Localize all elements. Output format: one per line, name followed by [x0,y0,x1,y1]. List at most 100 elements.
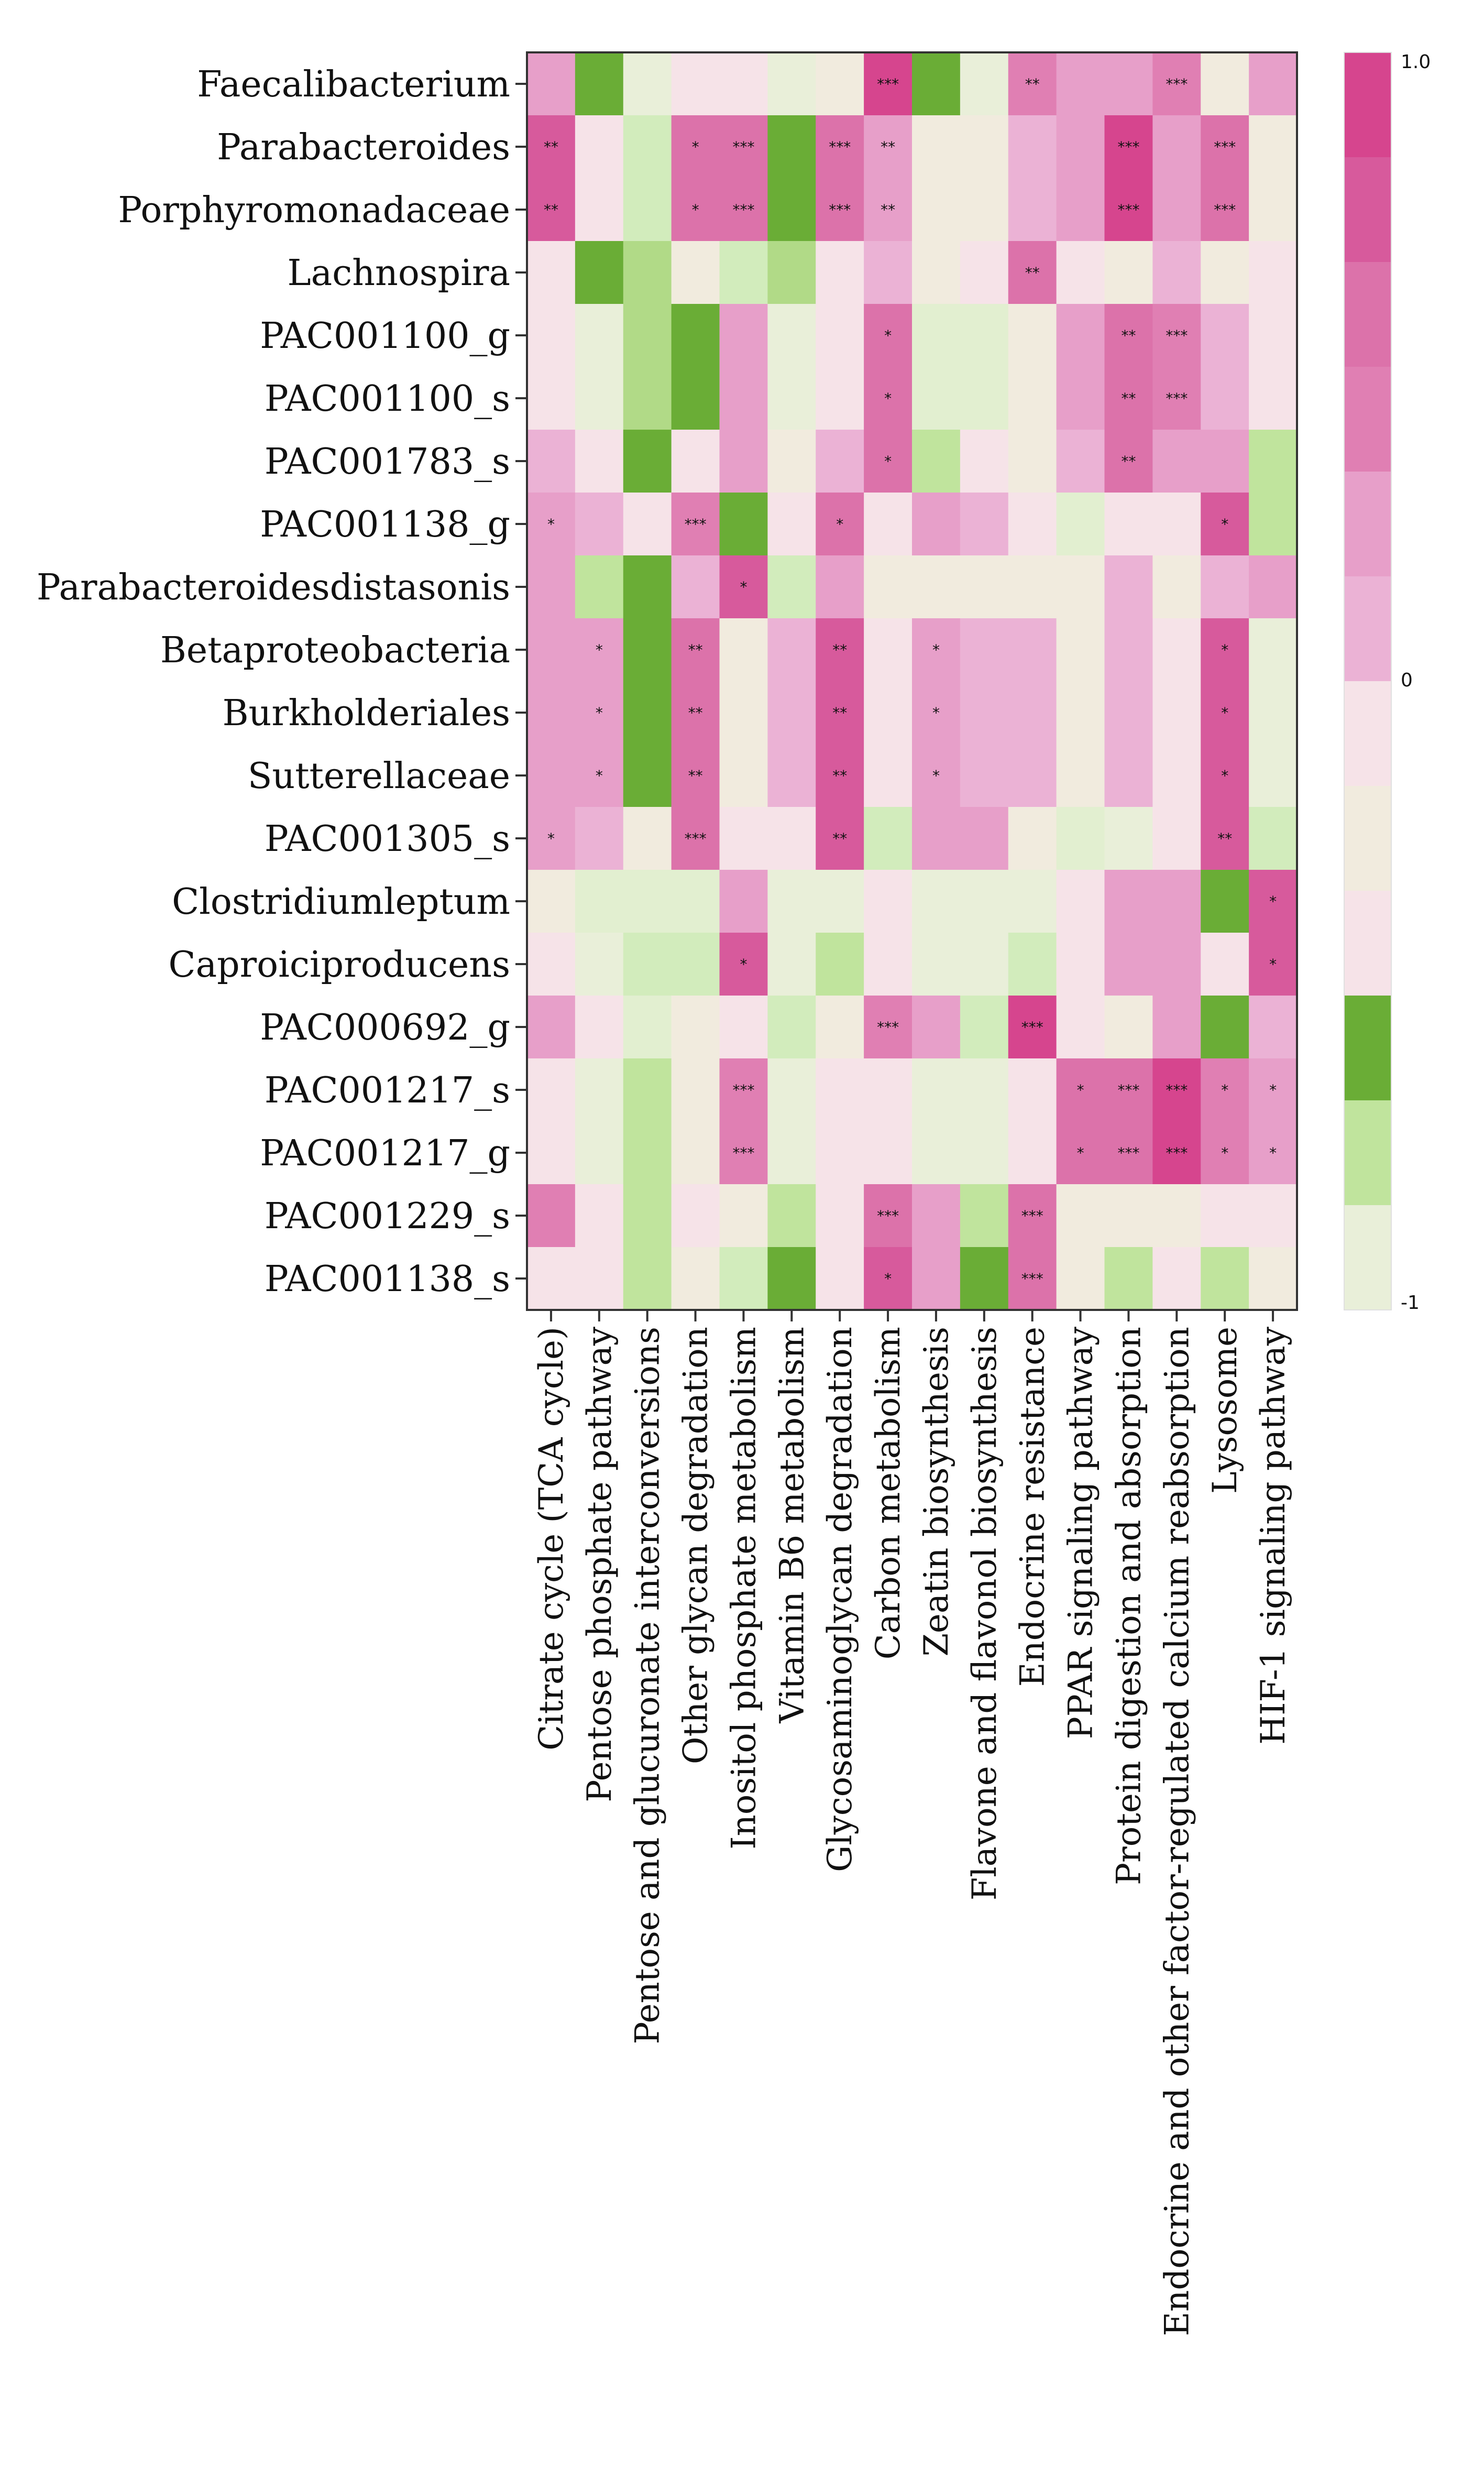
legend-swatch [1344,367,1391,472]
significance-mark: * [836,516,843,533]
heatmap-cell-r0-c6 [816,52,864,116]
heatmap-cell-r8-c14 [1201,555,1249,619]
heatmap-cell-r15-c13 [1152,996,1201,1059]
heatmap-cell-r3-c7 [864,241,913,304]
heatmap-cell-r18-c0 [527,1184,576,1248]
significance-mark: *** [1166,390,1188,407]
row-label-betaproteobacteria: Betaproteobacteria [160,630,510,671]
heatmap-cell-r10-c8 [912,681,961,745]
heatmap-cell-r12-c9 [960,807,1009,870]
heatmap-cell-r2-c0 [527,178,576,242]
row-label-sutterellaceae: Sutterellaceae [248,756,510,797]
significance-mark: ** [544,201,558,218]
significance-mark: *** [877,75,899,93]
color-legend: 1.0 0 -1 [1344,51,1431,1314]
row-label-parabacteroides: Parabacteroides [217,127,510,168]
column-label-ppar-signaling-pathway: PPAR signaling pathway [1062,1327,1101,1739]
significance-mark: * [1269,1081,1277,1099]
heatmap-cell-r11-c10 [1008,744,1057,807]
heatmap-cell-r5-c3 [671,367,720,430]
heatmap-cell-r3-c9 [960,241,1009,304]
row-label-pac001138-s: PAC001138_s [265,1259,510,1300]
significance-mark: ** [688,704,703,722]
heatmap-cell-r16-c2 [623,1058,672,1122]
significance-mark: * [932,767,940,784]
heatmap-cell-r9-c11 [1056,618,1105,682]
heatmap-cell-r18-c9 [960,1184,1009,1248]
legend-swatch [1344,996,1391,1101]
heatmap-cell-r17-c14 [1201,1121,1249,1185]
heatmap-cell-r15-c8 [912,996,961,1059]
heatmap-cell-r19-c6 [816,1247,864,1310]
significance-mark: * [932,641,940,659]
heatmap-cell-r0-c9 [960,52,1009,116]
column-labels: Citrate cycle (TCA cycle) Pentose phospha… [532,1310,1293,2336]
heatmap-cell-r5-c0 [527,367,576,430]
heatmap-cell-r1-c6 [816,115,864,179]
legend-swatch [1344,891,1391,996]
significance-mark: * [1221,516,1228,533]
heatmap-cell-r18-c7 [864,1184,913,1248]
heatmap-cell-r6-c9 [960,430,1009,493]
significance-mark: *** [1214,138,1236,156]
heatmap-cell-r10-c4 [719,681,768,745]
significance-mark: * [1269,893,1277,910]
row-label-pac001229-s: PAC001229_s [265,1196,510,1237]
legend-swatch [1344,576,1391,682]
heatmap-cell-r8-c12 [1104,555,1153,619]
significance-mark: *** [1117,201,1139,218]
heatmap-cell-r10-c10 [1008,681,1057,745]
heatmap-cell-r13-c6 [816,870,864,933]
row-label-pac001217-g: PAC001217_g [260,1133,510,1174]
heatmap-cell-r13-c2 [623,870,672,933]
significance-mark: ** [832,704,847,722]
significance-mark: *** [1166,1144,1188,1162]
heatmap-cell-r9-c4 [719,618,768,682]
heatmap-cell-r2-c6 [816,178,864,242]
heatmap-cell-r12-c0 [527,807,576,870]
heatmap-cell-r5-c14 [1201,367,1249,430]
heatmap-cell-r10-c9 [960,681,1009,745]
heatmap-cell-r0-c8 [912,52,961,116]
significance-mark: * [740,956,747,973]
heatmap-cell-r14-c15 [1249,933,1298,996]
heatmap-cell-r19-c1 [575,1247,624,1310]
significance-mark: * [692,138,699,156]
heatmap-cell-r15-c6 [816,996,864,1059]
legend-swatch [1344,786,1391,891]
column-label-hif-1-signaling-pathway: HIF-1 signaling pathway [1254,1327,1293,1745]
heatmap-cell-r3-c6 [816,241,864,304]
heatmap-cell-r6-c13 [1152,430,1201,493]
heatmap-cell-r17-c1 [575,1121,624,1185]
heatmap-cell-r6-c3 [671,430,720,493]
heatmap-cell-r4-c6 [816,304,864,367]
heatmap-cell-r4-c3 [671,304,720,367]
heatmap-cell-r9-c6 [816,618,864,682]
significance-mark: *** [877,1207,899,1225]
heatmap-cell-r2-c10 [1008,178,1057,242]
significance-mark: * [596,767,603,784]
heatmap-cell-r16-c4 [719,1058,768,1122]
heatmap-cell-r17-c0 [527,1121,576,1185]
column-label-glycosaminoglycan-degradation: Glycosaminoglycan degradation [821,1327,860,1872]
heatmap-cell-r17-c13 [1152,1121,1201,1185]
heatmap-cell-r6-c15 [1249,430,1298,493]
heatmap-cell-r2-c9 [960,178,1009,242]
heatmap-cell-r11-c15 [1249,744,1298,807]
heatmap-cell-r13-c3 [671,870,720,933]
heatmap-cell-r0-c10 [1008,52,1057,116]
legend-swatch [1344,681,1391,786]
significance-mark: *** [1117,1081,1139,1099]
legend-tick-label: -1 [1401,1292,1420,1314]
column-label-carbon-metabolism: Carbon metabolism [869,1327,908,1659]
significance-mark: *** [1021,1019,1043,1036]
heatmap-cell-r16-c8 [912,1058,961,1122]
heatmap-cell-r7-c12 [1104,493,1153,556]
heatmap-cell-r5-c2 [623,367,672,430]
heatmap-cell-r0-c1 [575,52,624,116]
heatmap-cell-r17-c4 [719,1121,768,1185]
heatmap-cell-r2-c14 [1201,178,1249,242]
plot-frame [526,51,1298,1311]
heatmap-cell-r3-c14 [1201,241,1249,304]
heatmap-cell-r17-c6 [816,1121,864,1185]
